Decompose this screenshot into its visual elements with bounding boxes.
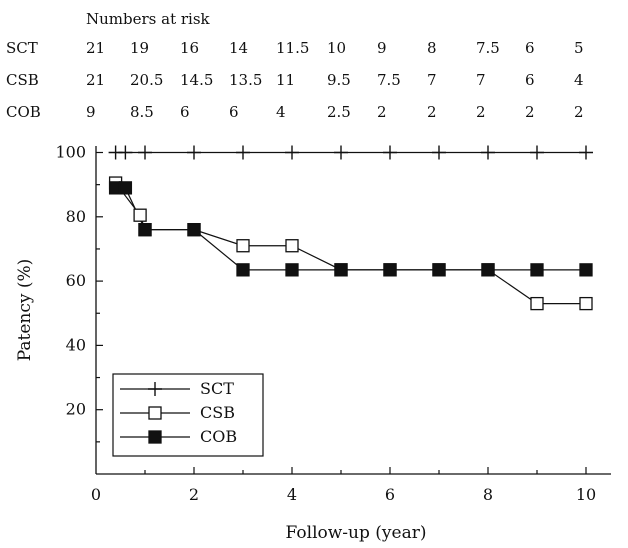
risk-row-label-csb: CSB <box>6 71 39 89</box>
x-axis-title: Follow-up (year) <box>286 523 427 543</box>
point-cob <box>285 263 299 277</box>
point-sct <box>334 145 348 160</box>
risk-table: Numbers at risk SCT 21 19 16 14 11.5 10 9 8 7.5 6 5… <box>6 10 584 121</box>
legend-label-csb: CSB <box>200 403 235 422</box>
y-tick-label: 60 <box>66 271 86 290</box>
risk-value: 6 <box>525 39 535 57</box>
legend-box <box>112 373 264 457</box>
legend-marker-sct <box>148 382 162 396</box>
point-sct <box>118 145 133 160</box>
risk-row-label-sct: SCT <box>6 39 38 57</box>
risk-value: 7.5 <box>476 39 500 57</box>
plot-area: 0 2 4 6 8 10 20 40 60 80 100 <box>55 143 611 505</box>
point-cob <box>187 223 201 237</box>
y-tick-label: 20 <box>66 400 86 419</box>
point-cob <box>138 223 152 237</box>
risk-value: 4 <box>276 103 286 121</box>
point-sct <box>236 145 250 160</box>
series-markers <box>108 145 593 311</box>
risk-value: 4 <box>574 71 584 89</box>
point-cob <box>236 263 250 277</box>
point-csb <box>236 239 250 253</box>
risk-value: 2 <box>377 103 387 121</box>
risk-value: 6 <box>180 103 190 121</box>
point-cob <box>530 263 544 277</box>
point-sct <box>579 145 593 160</box>
point-cob <box>432 263 446 277</box>
risk-value: 11 <box>276 71 295 89</box>
point-csb <box>133 208 147 222</box>
x-tick-label: 0 <box>91 485 101 504</box>
point-csb <box>530 296 544 311</box>
y-axis-title: Patency (%) <box>15 259 35 362</box>
risk-value: 2 <box>525 103 535 121</box>
point-cob <box>334 263 348 277</box>
risk-value: 7 <box>476 71 486 89</box>
risk-value: 9 <box>377 39 387 57</box>
risk-value: 7 <box>427 71 437 89</box>
risk-value: 8 <box>427 39 437 57</box>
risk-value: 6 <box>229 103 239 121</box>
point-cob <box>383 263 397 277</box>
legend-label-sct: SCT <box>200 379 234 398</box>
risk-row-label-cob: COB <box>6 103 41 121</box>
risk-value: 6 <box>525 71 535 89</box>
risk-value: 5 <box>574 39 584 57</box>
y-tick-label: 40 <box>66 335 86 354</box>
risk-value: 21 <box>86 71 105 89</box>
risk-value: 14.5 <box>180 71 213 89</box>
x-tick-label: 8 <box>483 485 493 504</box>
risk-value: 19 <box>130 39 149 57</box>
point-cob <box>579 263 593 277</box>
legend-label-cob: COB <box>200 427 237 446</box>
risk-value: 16 <box>180 39 199 57</box>
risk-value: 9 <box>86 103 96 121</box>
y-tick-label: 100 <box>55 143 86 162</box>
series-line-csb <box>115 182 586 305</box>
risk-value: 2.5 <box>327 103 351 121</box>
risk-table-title: Numbers at risk <box>86 10 211 28</box>
risk-value: 2 <box>427 103 437 121</box>
point-sct <box>187 145 201 160</box>
risk-value: 11.5 <box>276 39 309 57</box>
point-sct <box>432 145 446 160</box>
y-tick-label: 80 <box>66 207 86 226</box>
point-cob <box>118 181 133 195</box>
series-line-cob <box>115 187 586 271</box>
ticks: 0 2 4 6 8 10 20 40 60 80 100 <box>55 143 596 505</box>
risk-value: 20.5 <box>130 71 163 89</box>
legend-marker-cob <box>148 430 162 444</box>
point-sct <box>530 145 544 160</box>
series-lines <box>115 151 586 305</box>
x-tick-label: 4 <box>287 485 297 504</box>
risk-value: 2 <box>574 103 584 121</box>
risk-value: 21 <box>86 39 105 57</box>
point-sct <box>285 145 299 160</box>
point-sct <box>481 145 495 160</box>
legend: SCT CSB COB <box>112 373 264 457</box>
legend-marker-csb <box>148 406 162 420</box>
risk-value: 8.5 <box>130 103 154 121</box>
risk-value: 7.5 <box>377 71 401 89</box>
x-tick-label: 6 <box>385 485 395 504</box>
x-tick-label: 2 <box>189 485 199 504</box>
point-csb <box>285 239 299 253</box>
point-sct <box>383 145 397 160</box>
point-csb <box>579 296 593 311</box>
risk-value: 10 <box>327 39 346 57</box>
point-cob <box>481 263 495 277</box>
point-sct <box>138 145 152 160</box>
risk-value: 14 <box>229 39 248 57</box>
risk-value: 13.5 <box>229 71 262 89</box>
risk-value: 9.5 <box>327 71 351 89</box>
x-tick-label: 10 <box>576 485 596 504</box>
risk-value: 2 <box>476 103 486 121</box>
